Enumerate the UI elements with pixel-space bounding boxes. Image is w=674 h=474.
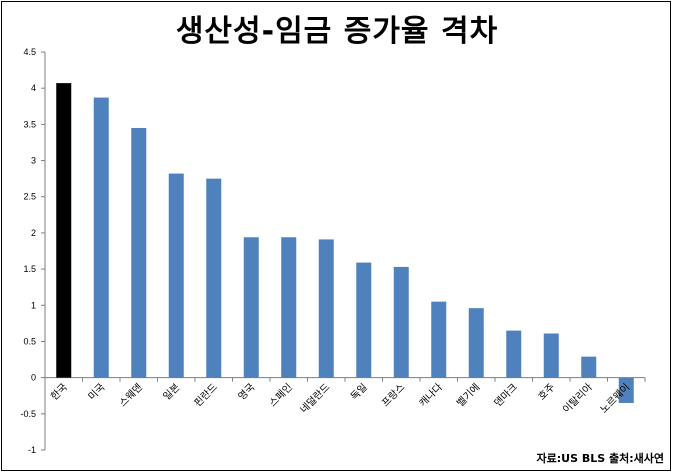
category-label: 덴마크: [492, 381, 520, 409]
y-tick-label: 3.5: [23, 119, 36, 129]
bar-2: [93, 97, 109, 378]
bar-3: [131, 127, 147, 378]
chart-title: 생산성-임금 증가율 격차: [175, 14, 499, 49]
category-label: 미국: [86, 381, 108, 403]
bar-16: [618, 377, 634, 403]
category-label: 네덜란드: [298, 381, 333, 416]
bar-12: [468, 308, 484, 378]
y-tick-label: 1.5: [23, 264, 36, 274]
source-note: 자료:US BLS 출처:새사연: [536, 452, 664, 465]
y-tick-label: 4.5: [23, 47, 36, 57]
y-tick-label: 3: [31, 156, 36, 166]
bar-7: [281, 237, 297, 378]
y-tick-label: 2: [31, 228, 36, 238]
bar-13: [506, 330, 522, 378]
category-label: 영국: [236, 381, 258, 403]
category-label: 호주: [536, 381, 558, 403]
category-label: 한국: [48, 381, 70, 403]
category-label: 프랑스: [379, 381, 407, 409]
y-tick-label: -0.5: [20, 409, 36, 419]
bar-5: [206, 178, 222, 378]
category-label: 스웨덴: [117, 381, 145, 409]
category-label: 스페인: [267, 381, 295, 409]
y-tick-label: 4: [31, 83, 36, 93]
category-label: 이탈리아: [560, 381, 595, 416]
bar-15: [581, 356, 597, 378]
bar-1: [56, 83, 72, 378]
bar-14: [543, 333, 559, 378]
category-label: 일본: [161, 381, 183, 403]
y-tick-label: 0: [31, 373, 36, 383]
bar-9: [356, 262, 372, 378]
category-label: 벨기에: [454, 381, 482, 409]
category-label: 캐나다: [417, 381, 445, 409]
bar-6: [243, 237, 259, 378]
bar-4: [168, 173, 184, 378]
bar-8: [318, 239, 334, 378]
y-tick-label: -1: [28, 445, 36, 455]
category-label: 핀란드: [192, 381, 220, 409]
bar-10: [393, 266, 409, 378]
y-tick-label: 1: [31, 300, 36, 310]
category-label: 독일: [348, 381, 370, 403]
y-tick-label: 0.5: [23, 336, 36, 346]
bar-11: [431, 301, 447, 378]
y-tick-label: 2.5: [23, 192, 36, 202]
